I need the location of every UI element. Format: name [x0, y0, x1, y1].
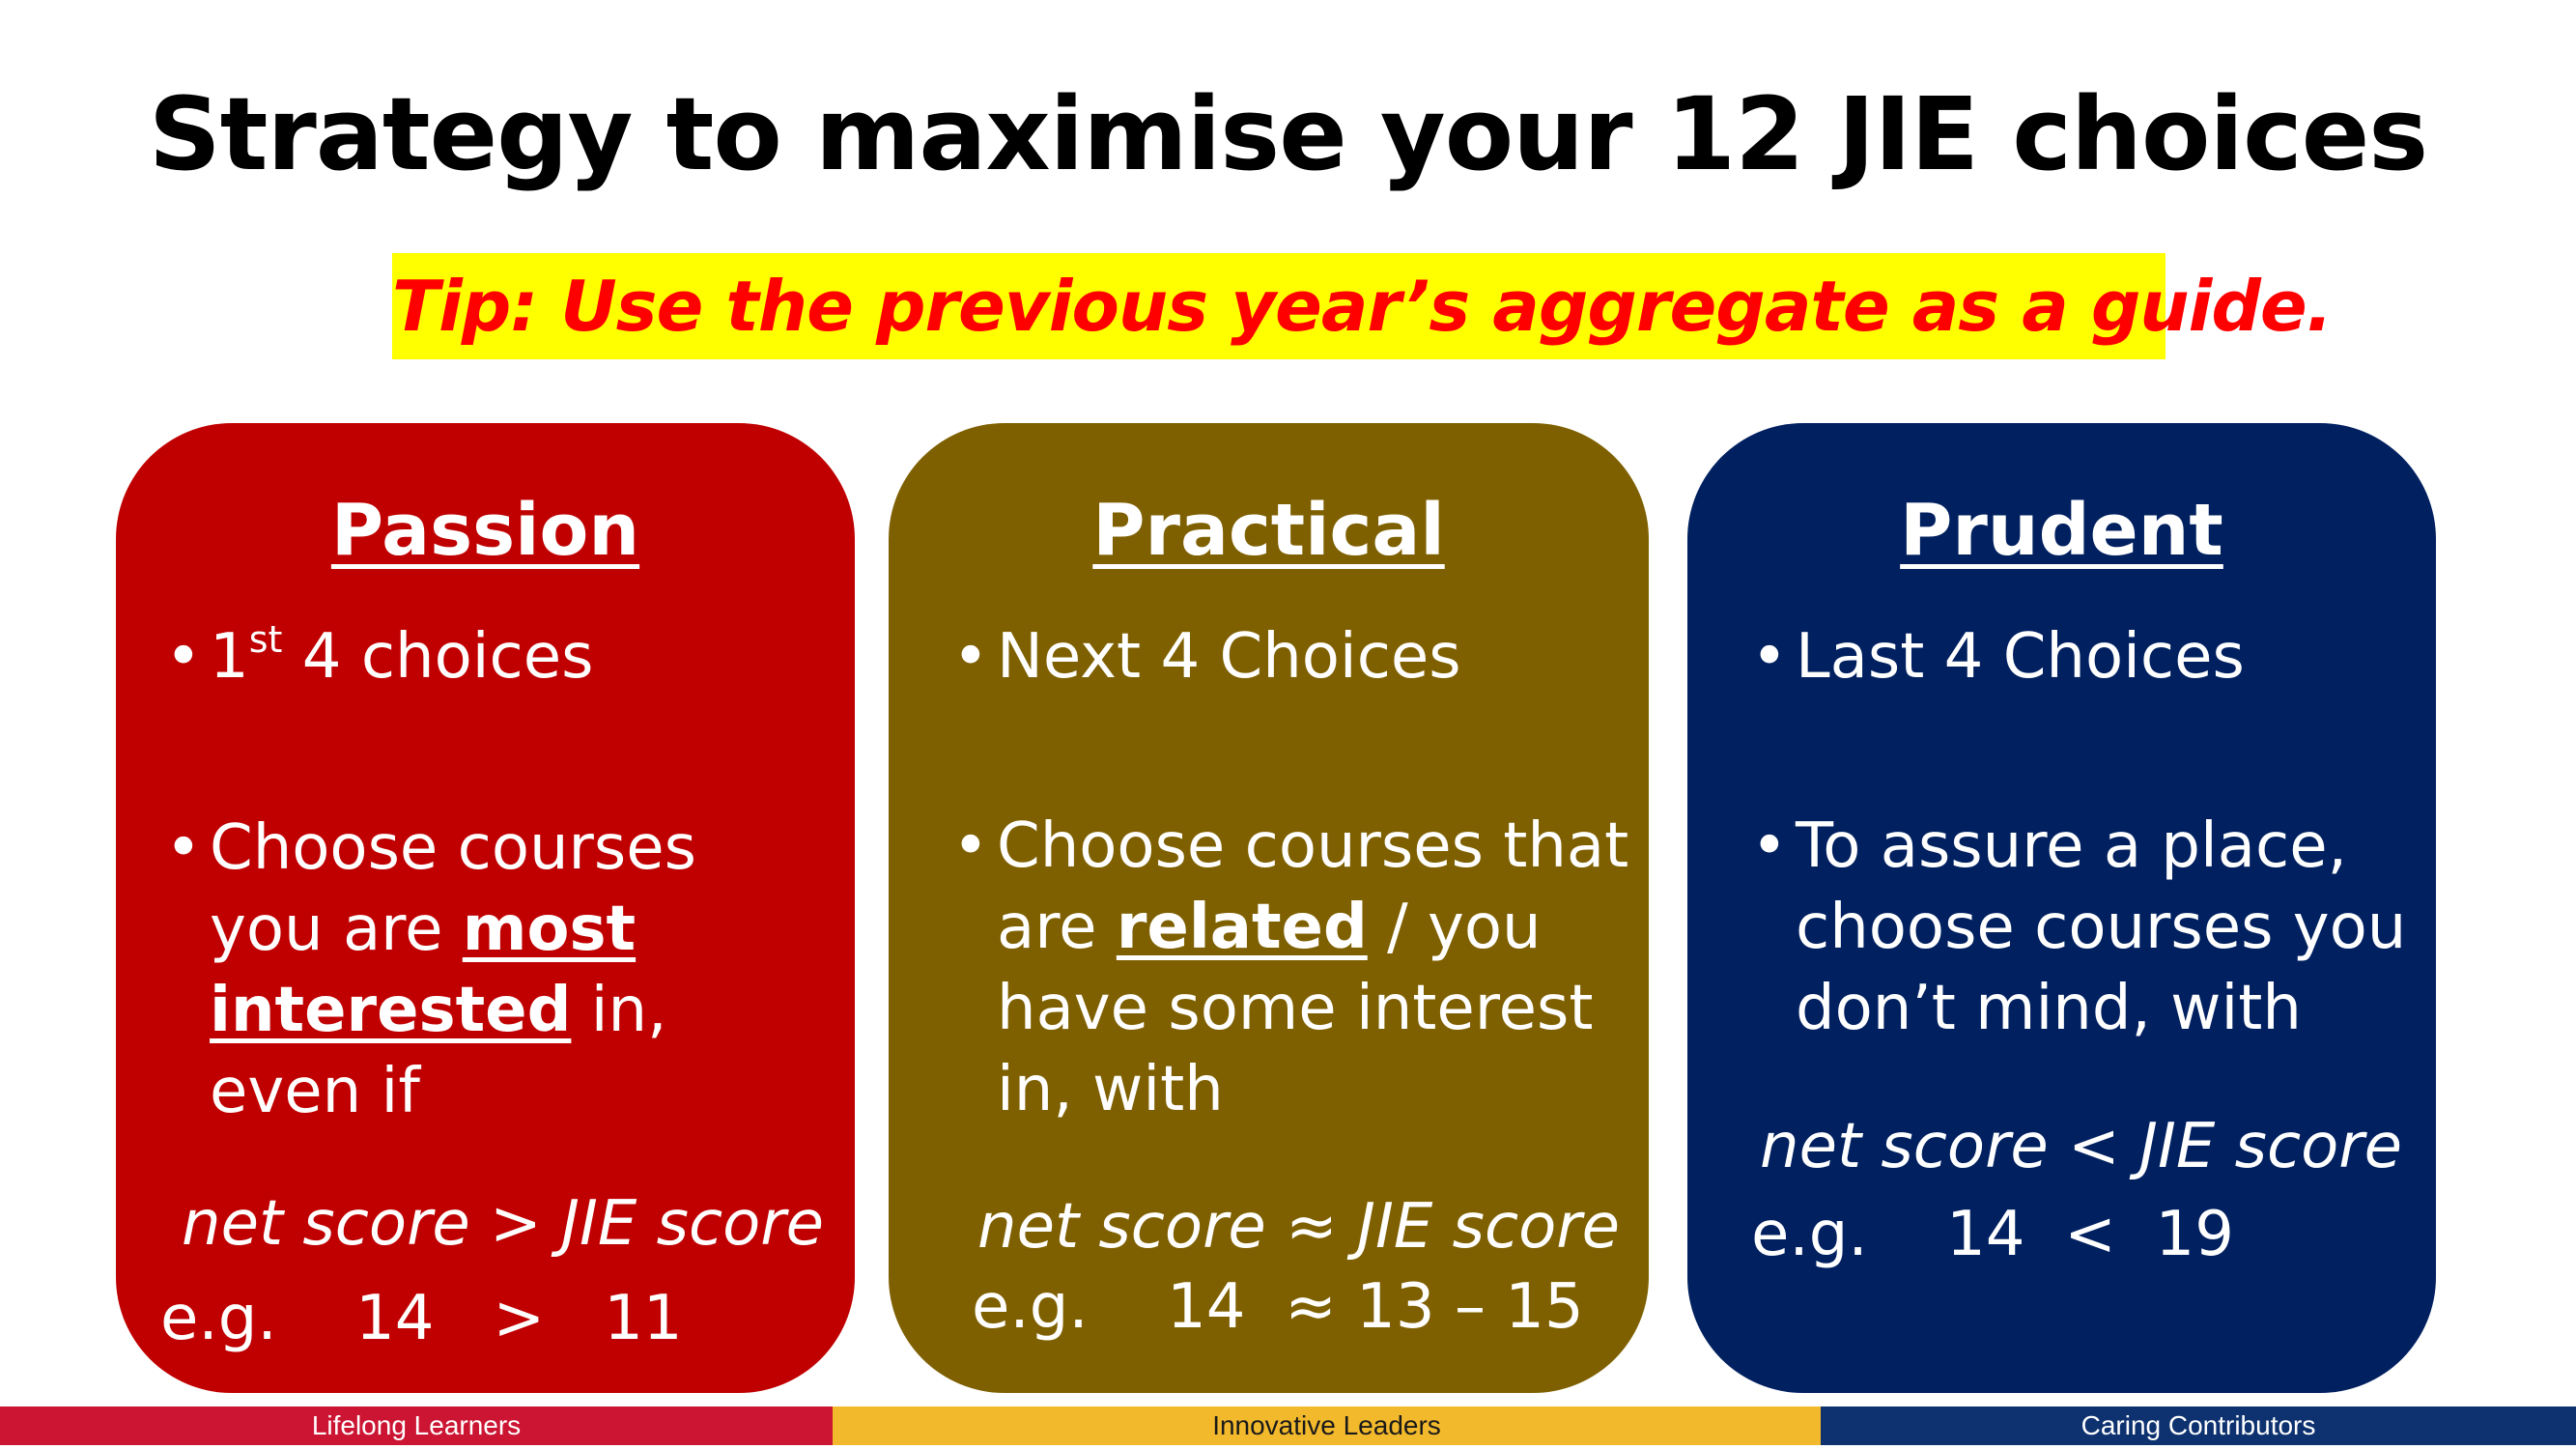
bullet-dot-icon: • — [952, 621, 989, 693]
practical-example: e.g. 14 ≈ 13 – 15 — [972, 1271, 1584, 1343]
footer-band: Lifelong Learners Innovative Leaders Car… — [0, 1406, 2576, 1445]
prudent-bullet-description: • To assure a place, choose courses you … — [1751, 806, 2414, 1049]
prudent-heading: Prudent — [1900, 489, 2223, 572]
passion-formula: net score > JIE score — [182, 1188, 824, 1260]
prudent-example: e.g. 14 < 19 — [1751, 1199, 2234, 1270]
practical-bullet-description: • Choose courses that are related / you … — [952, 806, 1634, 1130]
passion-card: Passion • 1st 4 choices • Choose courses… — [116, 423, 855, 1393]
prudent-card: Prudent • Last 4 Choices • To assure a p… — [1687, 423, 2436, 1393]
footer-innovative-leaders: Innovative Leaders — [833, 1406, 1821, 1445]
practical-bullet-choices: • Next 4 Choices — [952, 616, 1634, 697]
prudent-bullet-choices: • Last 4 Choices — [1751, 616, 2414, 697]
footer-lifelong-learners: Lifelong Learners — [0, 1406, 833, 1445]
footer-caring-contributors: Caring Contributors — [1821, 1406, 2576, 1445]
emphasis-related: related — [1116, 892, 1368, 963]
tip-banner: Tip: Use the previous year’s aggregate a… — [392, 253, 2333, 359]
prudent-formula: net score < JIE score — [1760, 1111, 2402, 1182]
slide-title: Strategy to maximise your 12 JIE choices — [148, 75, 2428, 193]
passion-bullet-choices: • 1st 4 choices — [165, 616, 828, 697]
practical-card: Practical • Next 4 Choices • Choose cour… — [889, 423, 1649, 1393]
bullet-dot-icon: • — [1751, 621, 1788, 693]
practical-formula: net score ≈ JIE score — [977, 1191, 1620, 1263]
passion-heading: Passion — [330, 489, 640, 572]
bullet-dot-icon: • — [165, 812, 202, 884]
bullet-dot-icon: • — [165, 621, 202, 693]
passion-bullet-description: • Choose courses you are most interested… — [165, 808, 828, 1132]
emphasis-most-interested: most interested — [210, 894, 637, 1046]
bullet-dot-icon: • — [952, 810, 989, 882]
practical-heading: Practical — [1092, 489, 1445, 572]
passion-example: e.g. 14 > 11 — [160, 1283, 683, 1354]
bullet-dot-icon: • — [1751, 810, 1788, 882]
